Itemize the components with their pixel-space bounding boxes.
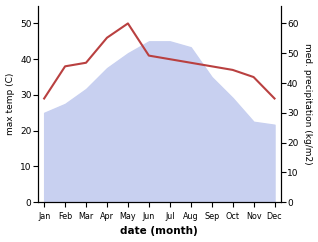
- Y-axis label: med. precipitation (kg/m2): med. precipitation (kg/m2): [303, 43, 313, 165]
- X-axis label: date (month): date (month): [121, 227, 198, 236]
- Y-axis label: max temp (C): max temp (C): [5, 73, 15, 135]
